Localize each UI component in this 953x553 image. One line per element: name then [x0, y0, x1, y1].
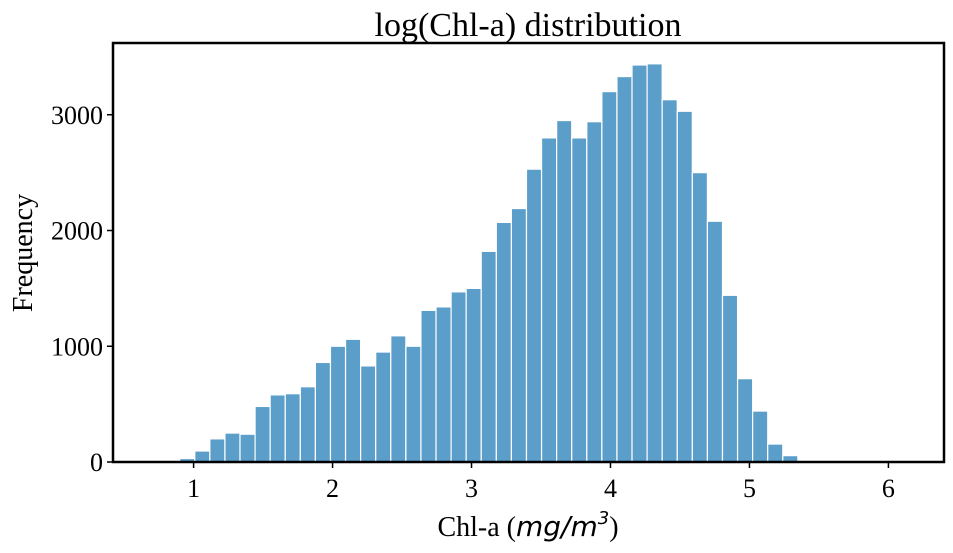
histogram-bar	[315, 362, 330, 462]
histogram-bar	[707, 221, 722, 462]
histogram-bar	[722, 295, 737, 462]
histogram-bar	[195, 451, 210, 462]
histogram-bar	[451, 292, 466, 462]
y-axis-label: Frequency	[8, 194, 39, 312]
y-tick-label: 2000	[51, 217, 103, 246]
histogram-bar	[753, 411, 768, 462]
histogram-bar	[677, 111, 692, 462]
histogram-bar	[647, 64, 662, 462]
x-tick-label: 5	[743, 474, 756, 503]
y-tick-label: 1000	[51, 332, 103, 361]
histogram-bar	[361, 366, 376, 462]
y-tick-label: 3000	[51, 101, 103, 130]
histogram-bar	[376, 352, 391, 462]
x-axis-label-exponent: 3	[598, 508, 609, 529]
x-tick-label: 3	[465, 474, 478, 503]
histogram-bar	[210, 439, 225, 462]
histogram-bar	[466, 288, 481, 462]
x-axis-label: Chl-a (mg/m3)	[437, 508, 618, 543]
x-axis-ticks: 1 2 3 4 5 6	[187, 462, 895, 503]
x-axis-label-unit: mg/m	[516, 510, 598, 543]
y-axis-ticks: 0 1000 2000 3000	[51, 101, 113, 477]
histogram-bar	[406, 346, 421, 462]
histogram-bars	[180, 64, 798, 462]
x-axis-label-prefix: Chl-a (	[437, 512, 516, 543]
histogram-bar	[330, 346, 345, 462]
histogram-bar	[481, 251, 496, 462]
histogram-bar	[572, 138, 587, 462]
histogram-bar	[270, 395, 285, 462]
histogram-bar	[526, 169, 541, 462]
histogram-bar	[300, 387, 315, 462]
histogram-bar	[587, 122, 602, 462]
histogram-bar	[511, 209, 526, 462]
x-tick-label: 4	[604, 474, 617, 503]
histogram-bar	[421, 310, 436, 462]
x-axis-label-suffix: )	[609, 512, 618, 543]
histogram-bar	[542, 138, 557, 462]
x-tick-label: 2	[326, 474, 339, 503]
histogram-bar	[692, 173, 707, 462]
histogram-bar	[285, 394, 300, 462]
histogram-bar	[496, 222, 511, 462]
histogram-bar	[602, 92, 617, 462]
x-tick-label: 6	[882, 474, 895, 503]
histogram-bar	[617, 77, 632, 462]
x-tick-label: 1	[187, 474, 200, 503]
histogram-bar	[391, 336, 406, 462]
histogram-bar	[225, 433, 240, 462]
histogram-bar	[240, 434, 255, 462]
histogram-bar	[557, 121, 572, 462]
histogram-bar	[255, 406, 270, 462]
histogram-bar	[662, 100, 677, 462]
chart-title: log(Chl-a) distribution	[375, 7, 682, 44]
histogram-bar	[632, 65, 647, 462]
histogram-bar	[346, 339, 361, 462]
histogram-bar	[436, 307, 451, 462]
histogram-bar	[768, 444, 783, 462]
histogram-bar	[738, 379, 753, 462]
y-tick-label: 0	[90, 448, 103, 477]
